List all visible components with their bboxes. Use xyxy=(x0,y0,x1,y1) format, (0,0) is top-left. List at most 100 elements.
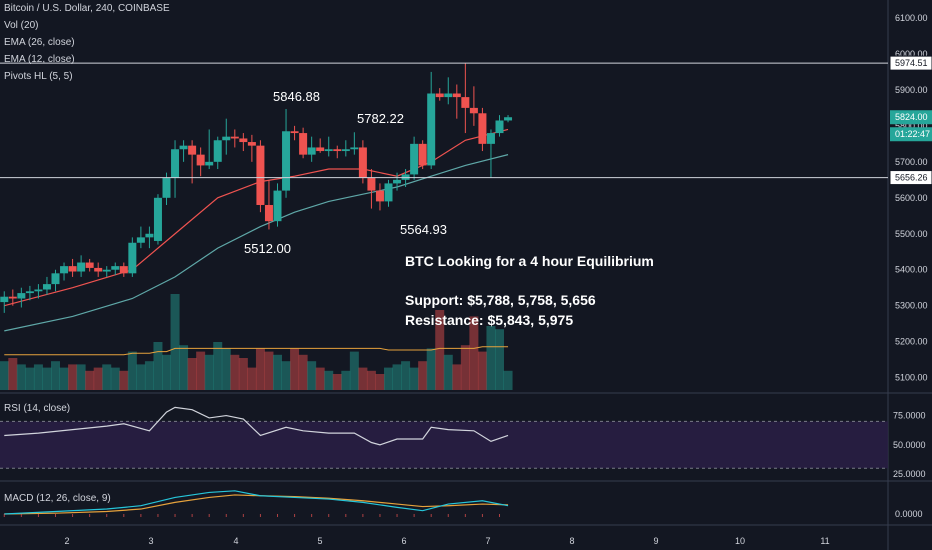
candle[interactable] xyxy=(136,226,145,249)
ema12-legend[interactable]: EMA (12, close) xyxy=(4,54,75,65)
candle[interactable] xyxy=(85,258,94,272)
candle[interactable] xyxy=(333,145,342,159)
candle[interactable] xyxy=(60,262,69,281)
candle[interactable] xyxy=(504,115,513,123)
note-support[interactable]: Support: $5,788, 5,758, 5,656 xyxy=(405,292,596,308)
candle[interactable] xyxy=(264,179,273,230)
volume-legend[interactable]: Vol (20) xyxy=(4,20,39,31)
rsi-tick-label: 50.0000 xyxy=(893,440,926,450)
candle[interactable] xyxy=(179,140,188,162)
candle[interactable] xyxy=(452,84,461,119)
candle[interactable] xyxy=(393,172,402,191)
candle[interactable] xyxy=(171,140,180,198)
candle[interactable] xyxy=(128,237,137,277)
bar-countdown-tag[interactable]: 01:22:47 xyxy=(890,127,932,142)
candle[interactable] xyxy=(418,140,427,170)
price-tick-label: 6000.00 xyxy=(895,49,928,59)
svg-text:5824.00: 5824.00 xyxy=(895,112,928,122)
price-tick-label: 5500.00 xyxy=(895,229,928,239)
candle[interactable] xyxy=(196,147,205,177)
candle[interactable] xyxy=(145,226,154,249)
ema26-legend[interactable]: EMA (26, close) xyxy=(4,37,75,48)
pivots-legend[interactable]: Pivots HL (5, 5) xyxy=(4,71,73,82)
candle[interactable] xyxy=(435,88,444,101)
candle[interactable] xyxy=(316,138,325,153)
candle[interactable] xyxy=(68,258,77,277)
volume-bar xyxy=(221,348,231,390)
support-price-tag[interactable]: 5656.26 xyxy=(889,170,932,186)
candle[interactable] xyxy=(8,289,17,306)
candle[interactable] xyxy=(247,134,256,162)
macd-legend[interactable]: MACD (12, 26, close, 9) xyxy=(4,493,111,504)
candle[interactable] xyxy=(273,183,282,227)
candle[interactable] xyxy=(77,255,86,277)
pivot-high-label-1: 5846.88 xyxy=(273,89,320,104)
candle[interactable] xyxy=(153,194,162,245)
price-tick-label: 5400.00 xyxy=(895,265,928,275)
time-tick-label: 6 xyxy=(401,536,406,546)
candle[interactable] xyxy=(94,262,103,277)
volume-bar xyxy=(324,370,334,390)
time-tick-label: 4 xyxy=(233,536,238,546)
candle[interactable] xyxy=(282,109,291,198)
candle[interactable] xyxy=(0,291,9,313)
candle[interactable] xyxy=(478,107,487,152)
candle[interactable] xyxy=(102,266,111,277)
candle[interactable] xyxy=(375,183,384,211)
candle[interactable] xyxy=(461,63,470,134)
volume-bar xyxy=(290,348,300,390)
candle[interactable] xyxy=(119,262,128,277)
resistance-price-tag[interactable]: 5974.51 xyxy=(889,55,932,71)
volume-bar xyxy=(281,361,291,390)
candle[interactable] xyxy=(350,132,359,155)
candle[interactable] xyxy=(17,287,26,308)
candle[interactable] xyxy=(324,136,333,157)
volume-bar xyxy=(358,367,368,390)
volume-bar xyxy=(119,370,129,390)
candle[interactable] xyxy=(290,125,299,141)
candle[interactable] xyxy=(239,133,248,152)
candle[interactable] xyxy=(427,71,436,170)
volume-bar xyxy=(187,358,197,390)
candle[interactable] xyxy=(205,129,214,170)
candle[interactable] xyxy=(367,169,376,209)
candle[interactable] xyxy=(358,140,367,184)
last-price-tag[interactable]: 5824.00 xyxy=(890,110,932,125)
symbol-legend[interactable]: Bitcoin / U.S. Dollar, 240, COINBASE xyxy=(4,3,170,14)
candle[interactable] xyxy=(111,262,120,276)
volume-bar xyxy=(401,361,411,390)
candle[interactable] xyxy=(384,179,393,207)
candle[interactable] xyxy=(213,136,222,170)
candle-layer[interactable] xyxy=(0,63,513,313)
candle[interactable] xyxy=(34,284,43,299)
candle[interactable] xyxy=(256,140,265,213)
candle[interactable] xyxy=(42,276,51,295)
candle[interactable] xyxy=(444,77,453,105)
volume-bar xyxy=(298,354,308,390)
candle[interactable] xyxy=(51,269,60,292)
ema26-line xyxy=(4,154,509,332)
candle[interactable] xyxy=(299,127,308,159)
volume-bar xyxy=(435,310,445,390)
note-resistance[interactable]: Resistance: $5,843, 5,975 xyxy=(405,312,573,328)
candle[interactable] xyxy=(222,118,231,155)
candle[interactable] xyxy=(495,115,504,137)
volume-bar xyxy=(196,351,206,390)
horizontal-lines[interactable] xyxy=(0,62,888,179)
candle[interactable] xyxy=(341,140,350,157)
volume-bar xyxy=(273,354,282,390)
candle[interactable] xyxy=(188,140,197,184)
candle[interactable] xyxy=(25,285,34,301)
note-title[interactable]: BTC Looking for a 4 hour Equilibrium xyxy=(405,253,654,269)
candle[interactable] xyxy=(469,86,478,126)
volume-bar xyxy=(486,326,496,390)
candle[interactable] xyxy=(307,136,316,162)
price-tick-label: 5200.00 xyxy=(895,337,928,347)
candle[interactable] xyxy=(410,136,419,180)
candle[interactable] xyxy=(230,129,239,148)
candle[interactable] xyxy=(486,129,495,178)
volume-bar xyxy=(85,370,95,390)
rsi-legend[interactable]: RSI (14, close) xyxy=(4,403,71,414)
volume-bar xyxy=(384,367,393,390)
